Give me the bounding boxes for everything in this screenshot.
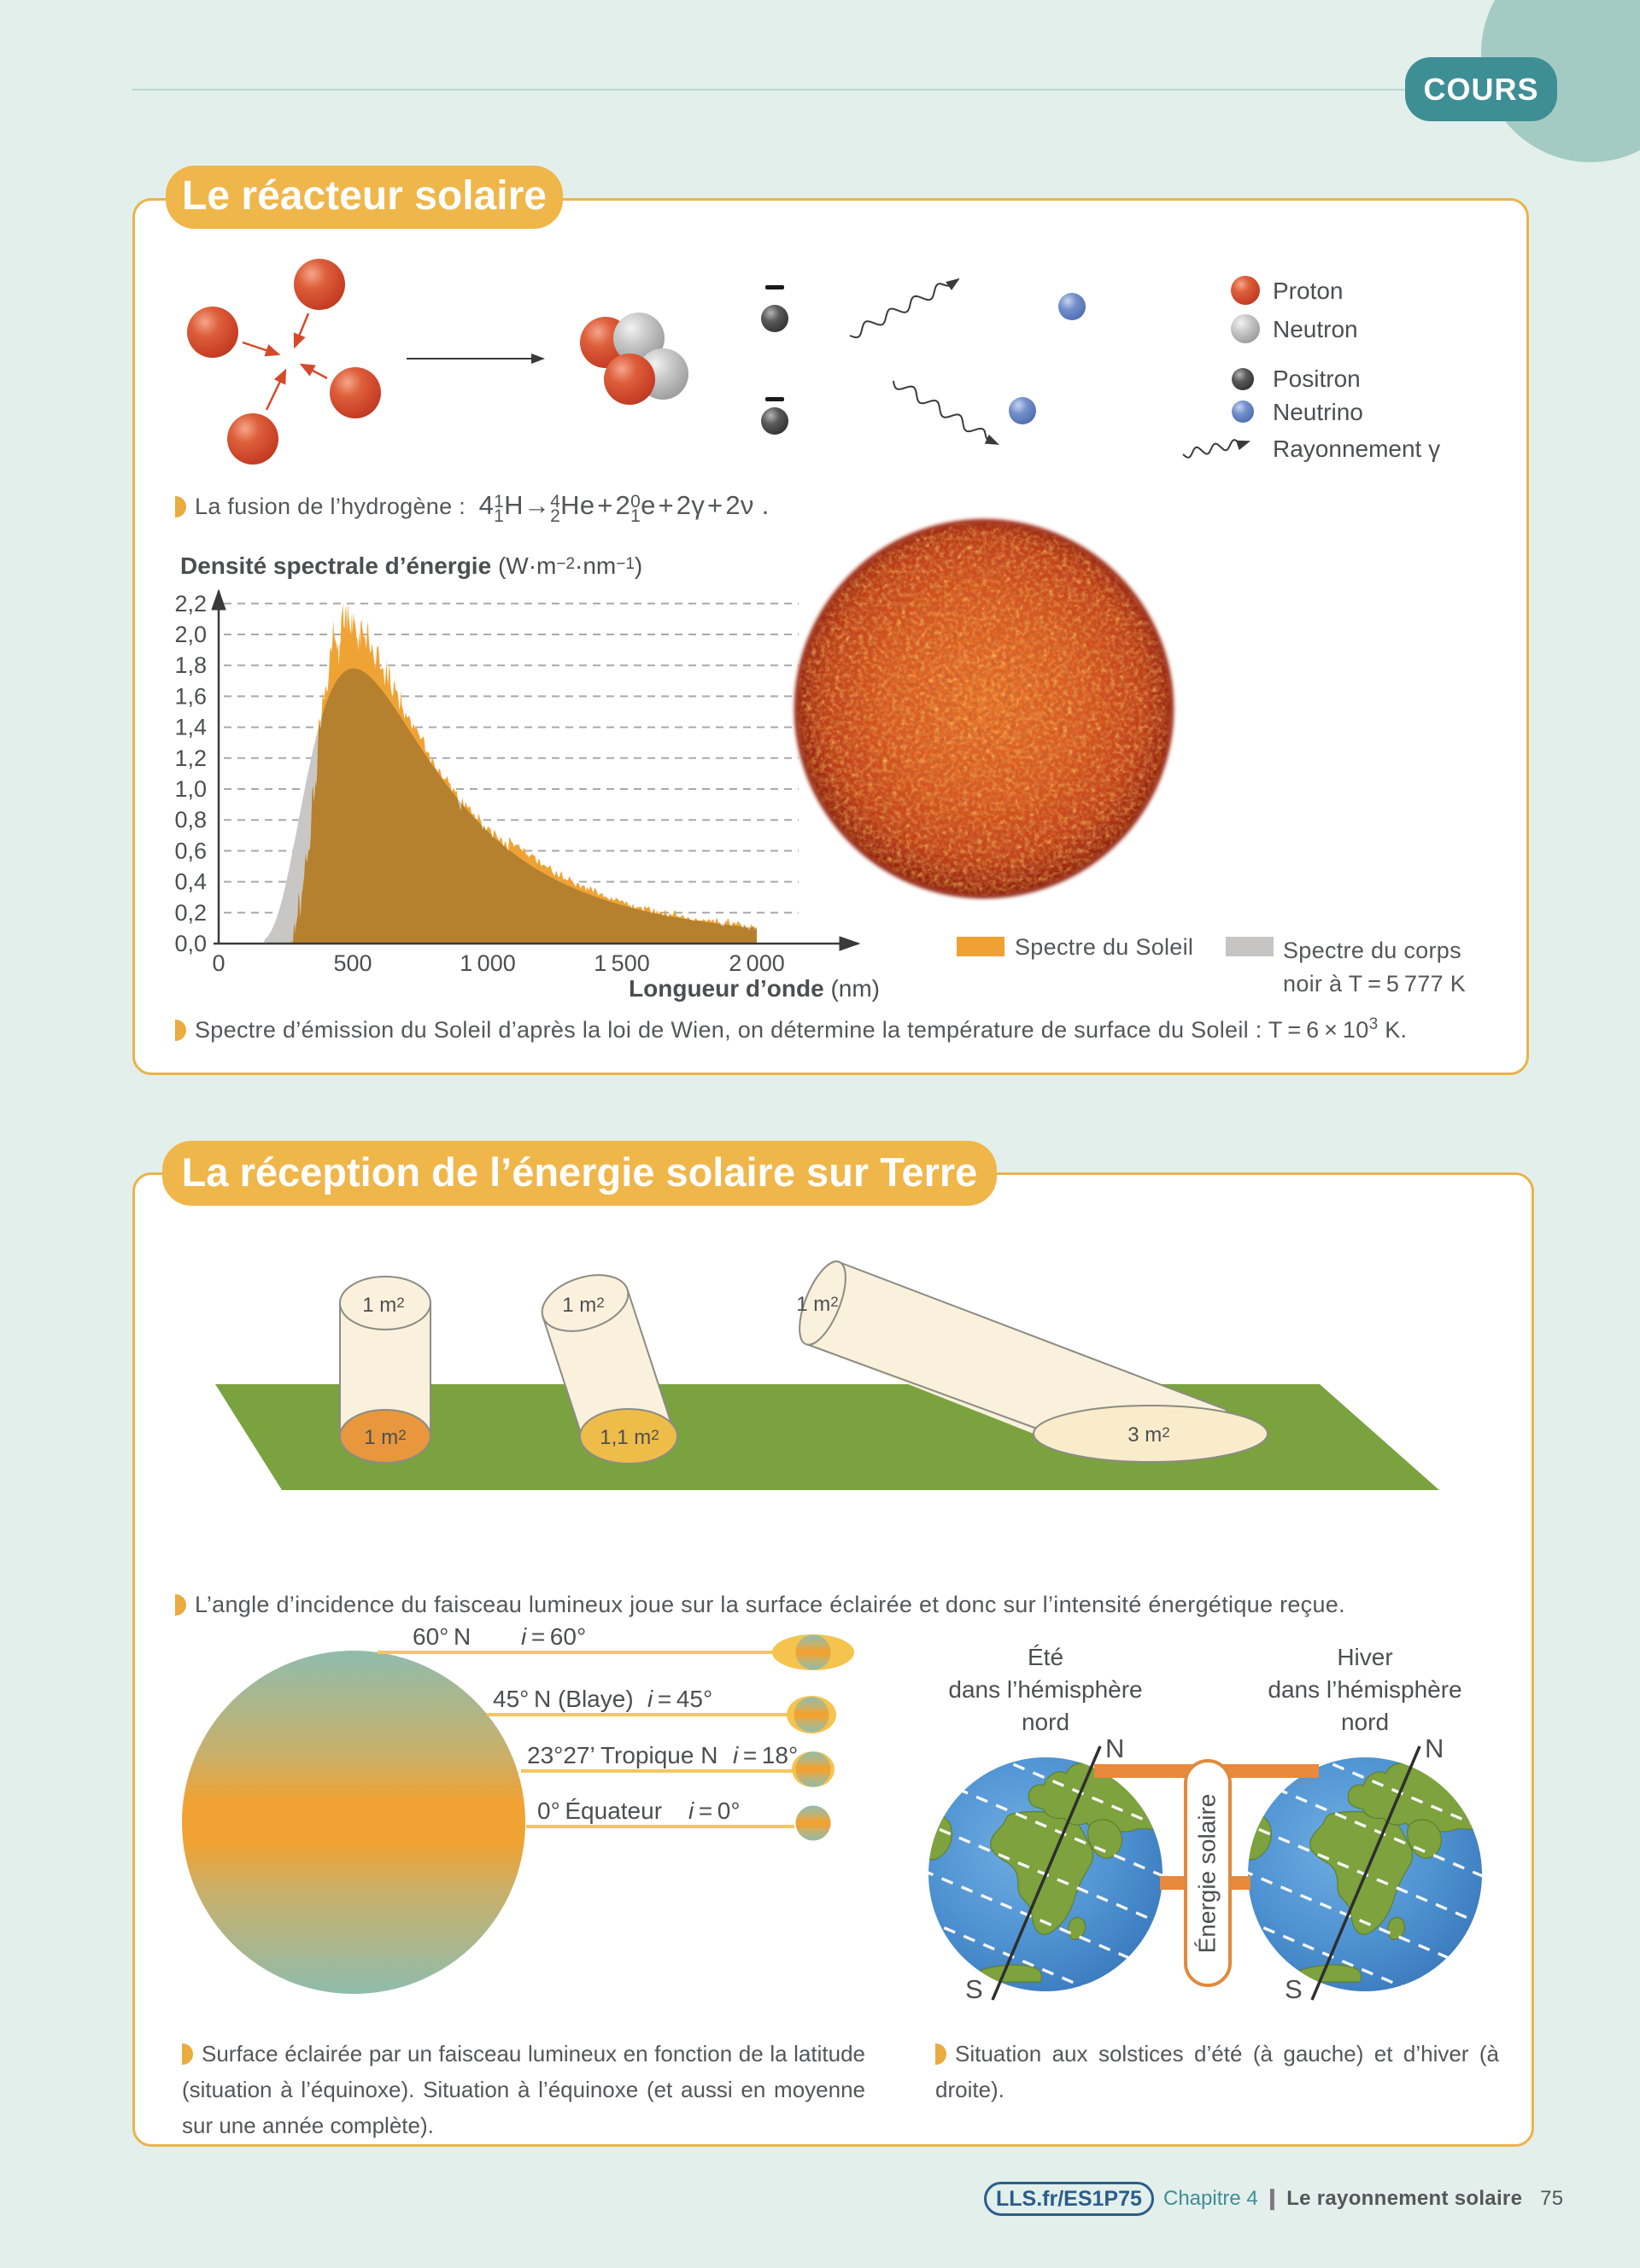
svg-text:i = 0°: i = 0° <box>688 1797 741 1824</box>
svg-text:1,2: 1,2 <box>174 745 207 771</box>
svg-text:23°27’ Tropique N: 23°27’ Tropique N <box>527 1742 718 1768</box>
svg-text:0,6: 0,6 <box>174 838 207 863</box>
svg-text:Été: Été <box>1028 1644 1063 1670</box>
svg-text:3 m2: 3 m2 <box>1128 1423 1169 1447</box>
svg-text:0,8: 0,8 <box>174 807 207 833</box>
svg-text:Positron: Positron <box>1273 365 1361 392</box>
svg-text:i = 18°: i = 18° <box>733 1742 798 1768</box>
svg-text:0° Équateur: 0° Équateur <box>537 1797 662 1824</box>
svg-text:2,2: 2,2 <box>174 591 207 617</box>
svg-text:0,2: 0,2 <box>174 900 207 926</box>
svg-text:S: S <box>965 1974 983 2004</box>
svg-text:Longueur d’onde (nm): Longueur d’onde (nm) <box>629 975 880 1002</box>
svg-text:60° N: 60° N <box>413 1623 471 1650</box>
svg-text:dans l’hémisphère: dans l’hémisphère <box>1268 1676 1461 1703</box>
svg-text:N: N <box>1425 1733 1444 1763</box>
svg-text:1,1 m2: 1,1 m2 <box>600 1426 659 1449</box>
svg-text:1,0: 1,0 <box>174 776 207 802</box>
svg-text:i = 45°: i = 45° <box>647 1686 712 1712</box>
svg-text:Densité spectrale d’énergie (W: Densité spectrale d’énergie (W·m−2·nm−1) <box>180 552 642 579</box>
svg-text:0: 0 <box>212 950 225 976</box>
svg-text:Hiver: Hiver <box>1337 1644 1392 1670</box>
svg-text:nord: nord <box>1022 1709 1069 1735</box>
svg-text:2,0: 2,0 <box>174 622 207 647</box>
svg-text:1 500: 1 500 <box>594 950 649 976</box>
svg-text:1,6: 1,6 <box>174 683 207 709</box>
svg-text:Énergie solaire: Énergie solaire <box>1194 1794 1221 1954</box>
svg-text:Rayonnement γ: Rayonnement γ <box>1273 435 1440 462</box>
svg-text:Neutron: Neutron <box>1273 316 1358 342</box>
svg-text:1 000: 1 000 <box>460 950 515 976</box>
svg-text:S: S <box>1285 1974 1303 2004</box>
svg-text:1,4: 1,4 <box>174 715 207 740</box>
svg-text:i = 60°: i = 60° <box>521 1623 586 1650</box>
svg-text:1,8: 1,8 <box>174 652 207 678</box>
svg-text:N: N <box>1105 1733 1124 1763</box>
svg-text:nord: nord <box>1341 1709 1389 1735</box>
svg-text:0,4: 0,4 <box>174 869 207 895</box>
svg-text:dans l’hémisphère: dans l’hémisphère <box>948 1676 1142 1703</box>
svg-text:Proton: Proton <box>1273 278 1344 304</box>
svg-text:500: 500 <box>333 950 372 976</box>
svg-text:0,0: 0,0 <box>174 931 207 956</box>
svg-text:45° N (Blaye): 45° N (Blaye) <box>493 1686 634 1712</box>
svg-text:2 000: 2 000 <box>729 950 784 976</box>
svg-text:Neutrino: Neutrino <box>1273 399 1363 425</box>
